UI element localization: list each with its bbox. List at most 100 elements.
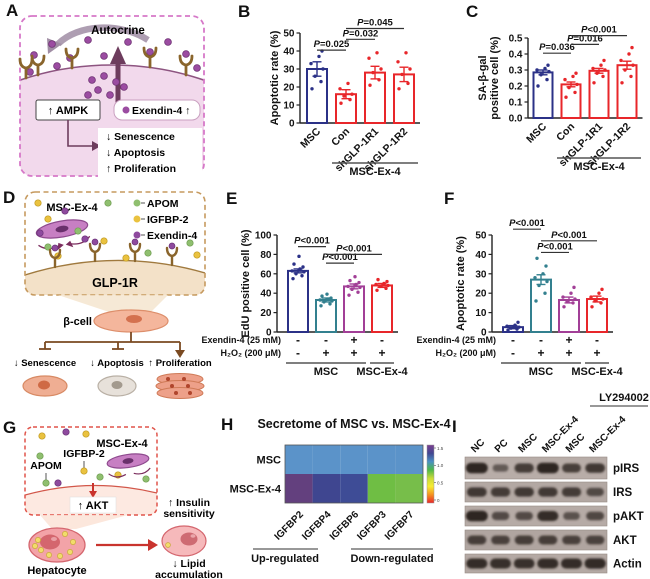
condition-symbol: -: [511, 346, 515, 360]
blot-band: [491, 535, 510, 545]
heatmap-column-label: IGFBP7: [383, 509, 417, 543]
data-point: [539, 73, 543, 77]
akt-label: ↑ AKT: [78, 500, 109, 512]
data-point: [536, 84, 540, 88]
heatmap-cell: [367, 474, 396, 503]
apom-lollipop-icon: [42, 473, 50, 487]
bar: [364, 71, 386, 124]
significance-label: P<0.001: [551, 230, 587, 241]
y-tick-label: 60: [260, 269, 272, 280]
data-point: [543, 66, 547, 71]
y-tick-label: 40: [260, 289, 272, 300]
bar: [371, 284, 393, 334]
data-point: [379, 67, 383, 71]
condition-symbol: -: [511, 333, 515, 347]
significance-label: P<0.001: [336, 243, 372, 254]
data-point: [546, 63, 550, 67]
akt-box: ↑ AKT: [69, 496, 117, 514]
data-point: [602, 58, 606, 63]
data-point: [533, 275, 537, 280]
outcome-branches: [39, 332, 181, 351]
heatmap-column-label: IGFBP4: [300, 509, 334, 543]
heatmap-cell: [285, 474, 313, 503]
panel-label-a: A: [6, 1, 19, 20]
blot-strip: [464, 456, 608, 480]
bar: [306, 68, 328, 124]
panel-d-diagram: MSC-Ex-4 APOM IGFBP-2 Exendin-4: [14, 191, 212, 399]
data-point: [506, 328, 510, 332]
msc-ex4-label: MSC-Ex-4: [96, 438, 148, 450]
lane-label: MSC: [517, 432, 541, 456]
data-point: [313, 74, 317, 78]
blot-band: [490, 558, 511, 569]
data-point: [544, 264, 548, 268]
blot-band: [538, 535, 558, 545]
exendin4-legend-label: Exendin-4: [147, 230, 197, 242]
data-point: [353, 275, 357, 279]
bar: [530, 278, 552, 334]
data-point: [565, 299, 569, 303]
blot-row-label: AKT: [613, 535, 637, 547]
y-axis-title: SA-β-gal: [477, 55, 489, 100]
y-tick-label: 30: [475, 269, 487, 280]
data-point: [535, 256, 539, 260]
significance-label: P=0.025: [314, 39, 350, 50]
data-point: [377, 78, 381, 82]
data-point: [571, 74, 575, 79]
data-point: [290, 269, 294, 273]
condition-symbol: -: [296, 333, 300, 347]
data-point: [563, 77, 567, 82]
blot-strip: [464, 529, 608, 551]
effects-box: ↓ Senescence ↓ Apoptosis ↑ Proliferation: [98, 128, 202, 178]
data-point: [603, 68, 607, 72]
data-point: [358, 285, 362, 290]
panel-label-e: E: [226, 189, 238, 208]
data-point: [386, 283, 390, 288]
heatmap-cell: [367, 445, 396, 474]
data-point: [400, 72, 404, 77]
data-point: [590, 305, 594, 309]
heatmap-column-label: IGFBP6: [328, 509, 362, 543]
apom-dot-icon: [133, 199, 141, 207]
data-point: [547, 69, 551, 74]
panel-a-diagram: Autocrine ↑ AMPK Exendin-4 ↑: [18, 15, 205, 178]
panel-a-border: [19, 15, 205, 177]
colorbar-tick-label: 1.0: [437, 463, 444, 468]
exendin-dots: [26, 36, 201, 99]
beta-cell-membrane: [25, 260, 205, 295]
igfbp2-dot-icon: [133, 215, 141, 223]
data-point: [535, 68, 539, 72]
exendin-label: Exendin-4 ↑: [132, 105, 190, 117]
autocrine-arrow: [55, 24, 150, 47]
blot-band: [585, 463, 606, 473]
lane-label: PC: [493, 438, 511, 456]
significance-label: P=0.016: [567, 33, 603, 44]
regulation-group-label: Up-regulated: [251, 553, 319, 565]
heatmap-row-label: MSC: [257, 455, 282, 467]
data-point: [320, 294, 324, 298]
blot-band: [490, 487, 511, 497]
data-point: [301, 265, 305, 269]
igfbp2-label: IGFBP-2: [63, 448, 105, 460]
regulation-group-label: Down-regulated: [350, 553, 433, 565]
akt-activation-arrow: [89, 483, 97, 498]
blot-band: [514, 487, 534, 497]
data-point: [408, 67, 412, 71]
condition-symbol: +: [565, 346, 572, 360]
y-tick-label: 20: [283, 83, 295, 94]
data-point: [631, 63, 635, 67]
outcome-apoptosis: ↓ Apoptosis: [90, 358, 143, 369]
blot-band: [586, 511, 605, 521]
bar: [560, 83, 582, 119]
ampk-label: ↑ AMPK: [48, 105, 89, 117]
signal-funnel: [58, 295, 168, 313]
data-point: [322, 300, 326, 304]
y-tick-label: 0.5: [509, 34, 523, 45]
blot-band: [560, 558, 583, 569]
condition-symbol: +: [593, 346, 600, 360]
data-point: [592, 81, 596, 85]
panel-h-heatmap: Secretome of MSC vs. MSC-Ex-4 MSC MSC-Ex-4…: [230, 417, 451, 565]
insulin-sensitivity-line1: ↑ Insulin: [168, 497, 210, 509]
bar: [558, 298, 580, 333]
